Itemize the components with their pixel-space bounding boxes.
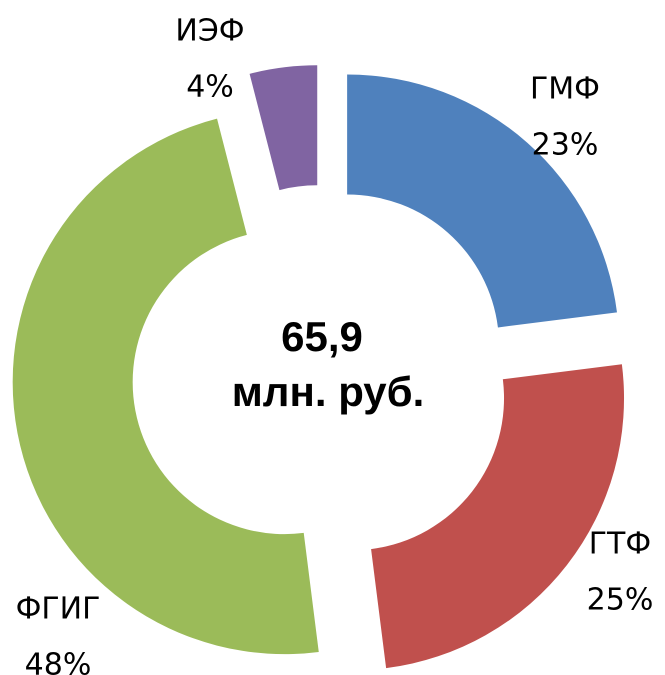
segment-value: 23% [532, 128, 599, 163]
segment-label: ИЭФ [175, 14, 244, 49]
center-value: 65,9 [281, 313, 363, 360]
segment-label: ГМФ [530, 72, 600, 107]
donut-segment [347, 74, 617, 328]
donut-segment [12, 118, 319, 655]
center-unit: млн. руб. [232, 368, 425, 415]
segment-value: 4% [186, 70, 234, 105]
segment-label: ГТФ [589, 527, 651, 562]
segment-label: ФГИГ [16, 592, 101, 627]
segment-value: 48% [25, 648, 92, 675]
donut-segment [249, 65, 318, 191]
segment-value: 25% [587, 583, 654, 618]
donut-segment [371, 364, 625, 669]
